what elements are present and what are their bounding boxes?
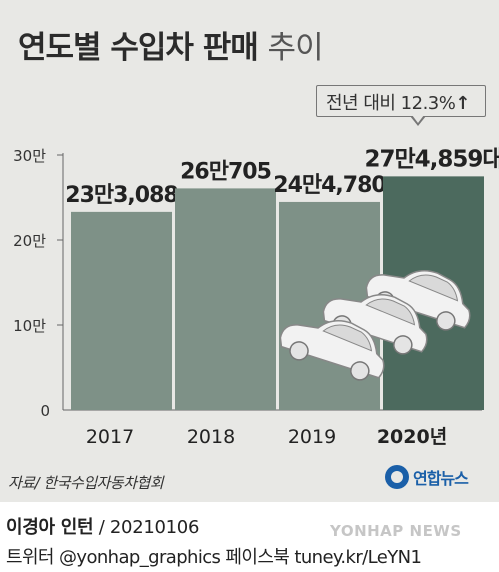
callout-box: [316, 85, 486, 117]
credit-date: / 20210106: [93, 517, 200, 538]
source-text: 자료/ 한국수입자동차협회: [8, 474, 164, 492]
credit-line: 이경아 인턴 / 20210106: [6, 513, 199, 539]
chart-title: 연도별 수입차 판매 추이: [18, 22, 324, 67]
watermark: YONHAP NEWS: [330, 522, 462, 540]
value-label: 26만705: [180, 159, 271, 184]
y-tick-label: 30만: [13, 147, 46, 165]
bar-2017: [71, 211, 172, 410]
bar-2018: [175, 188, 276, 410]
x-tick-label: 2020년: [377, 426, 447, 448]
car-icon: [279, 319, 385, 381]
y-tick-label: 20만: [13, 232, 46, 250]
callout-label: 전년 대비 12.3%: [326, 93, 456, 114]
credit-author: 이경아 인턴: [6, 517, 94, 538]
y-tick-label: 10만: [13, 317, 46, 335]
y-tick-label: 0: [40, 402, 50, 420]
title-main: 연도별 수입차 판매: [18, 30, 259, 66]
logo-text: 연합뉴스: [413, 469, 469, 488]
social-line: 트위터 @yonhap_graphics 페이스북 tuney.kr/LeYN1: [6, 547, 422, 568]
value-label: 23만3,088: [65, 183, 177, 208]
title-sub: 추이: [267, 30, 324, 66]
bar-chart: 0 10만 20만 30만 23만3,088 2017 26만705 2018 24만4,780…: [13, 146, 499, 448]
yonhap-logo-icon: [385, 465, 409, 489]
up-arrow-icon: ↑: [455, 93, 470, 114]
x-tick-label: 2018: [187, 426, 235, 448]
value-label: 24만4,780: [273, 173, 386, 198]
value-label: 27만4,859대: [364, 146, 499, 172]
x-tick-label: 2017: [86, 426, 134, 448]
callout-text: 전년 대비 12.3%↑: [326, 89, 470, 115]
x-tick-label: 2019: [288, 426, 336, 448]
yonhap-logo: 연합뉴스: [385, 465, 469, 489]
